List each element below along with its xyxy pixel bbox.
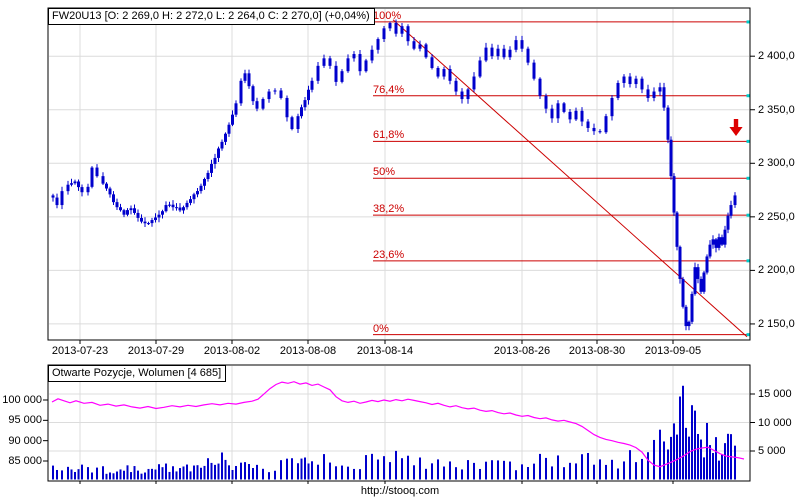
date-axis-tick-label: 2013-08-30 [568,345,626,357]
fib-level-label: 100% [373,9,402,22]
fib-level-label: 76,4% [373,83,405,96]
fib-level-label: 38,2% [373,203,405,216]
price-axis-tick-label: 2 150,0 [758,317,795,330]
price-axis-tick-label: 2 300,0 [758,157,795,170]
volume-panel-title: Otwarte Pozycje, Wolumen [4 685] [48,365,227,382]
date-axis-tick-label: 2013-08-14 [356,345,414,357]
date-axis-tick-label: 2013-08-26 [493,345,551,357]
volume-axis-tick-label: 15 000 [758,388,792,400]
open-interest-axis-tick-label: 100 000 [2,394,42,406]
footer-link[interactable]: http://stooq.com [360,485,440,497]
date-axis-tick-label: 2013-08-02 [203,345,261,357]
date-axis-tick-label: 2013-09-05 [644,345,702,357]
price-panel-title: FW20U13 [O: 2 269,0 H: 2 272,0 L: 2 264,… [48,8,375,25]
fib-level-label: 0% [373,322,389,335]
open-interest-axis-tick-label: 95 000 [8,414,42,427]
price-axis-tick-label: 2 200,0 [758,264,795,277]
open-interest-axis-tick-label: 90 000 [8,434,42,447]
date-axis-tick-label: 2013-07-29 [127,345,185,357]
price-axis-tick-label: 2 400,0 [758,50,795,63]
fib-level-label: 61,8% [373,129,405,142]
price-axis-tick-label: 2 350,0 [758,103,795,116]
fib-level-label: 23,6% [373,248,405,261]
open-interest-axis-tick-label: 85 000 [8,455,42,467]
volume-axis-tick-label: 10 000 [758,416,792,429]
date-axis-tick-label: 2013-08-08 [279,345,337,357]
fib-level-label: 50% [373,166,396,179]
price-axis-tick-label: 2 250,0 [758,210,795,223]
volume-axis-tick-label: 5 000 [758,445,786,457]
date-axis-tick-label: 2013-07-23 [51,345,109,357]
